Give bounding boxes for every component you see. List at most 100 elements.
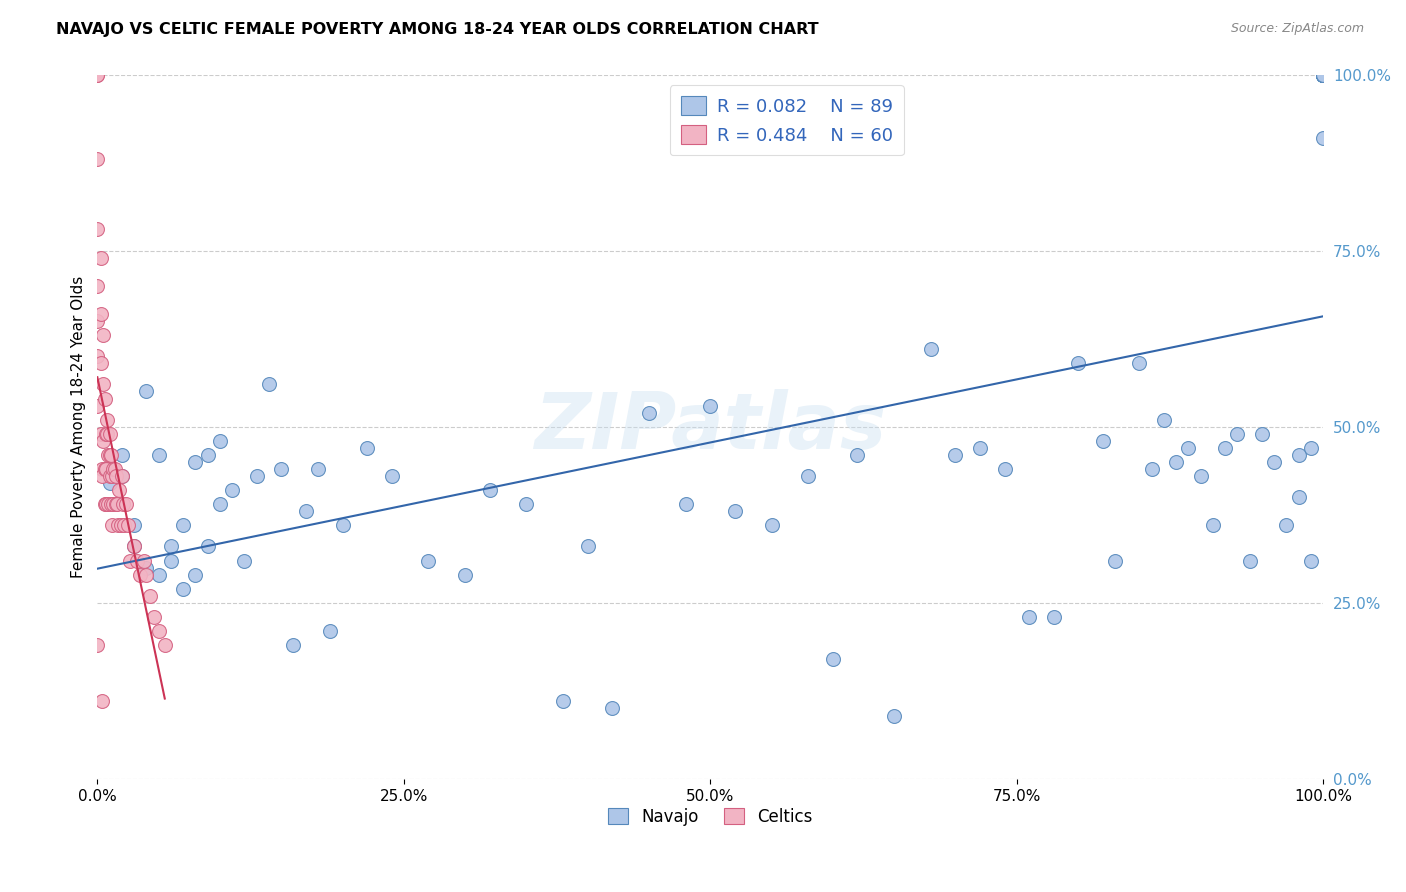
Point xyxy=(142,610,165,624)
Point xyxy=(100,497,122,511)
Point xyxy=(1166,455,1188,469)
Point xyxy=(797,469,820,483)
Point xyxy=(98,476,121,491)
Point xyxy=(208,497,231,511)
Point xyxy=(294,504,316,518)
Point xyxy=(111,448,134,462)
Point xyxy=(98,426,121,441)
Point xyxy=(172,518,194,533)
Point xyxy=(246,469,269,483)
Point xyxy=(96,426,118,441)
Point xyxy=(86,278,108,293)
Point xyxy=(172,582,194,596)
Point xyxy=(120,553,142,567)
Point xyxy=(1312,68,1334,82)
Point xyxy=(576,540,599,554)
Point xyxy=(97,497,120,511)
Point xyxy=(135,384,157,399)
Point xyxy=(101,518,124,533)
Point xyxy=(153,638,176,652)
Point xyxy=(104,497,127,511)
Point xyxy=(100,448,122,462)
Point xyxy=(117,518,139,533)
Point xyxy=(93,462,115,476)
Point xyxy=(112,497,135,511)
Point xyxy=(600,701,623,715)
Point xyxy=(90,307,112,321)
Point xyxy=(1239,553,1261,567)
Point xyxy=(97,448,120,462)
Point xyxy=(122,540,145,554)
Point xyxy=(945,448,967,462)
Point xyxy=(112,518,135,533)
Point xyxy=(1251,426,1274,441)
Point xyxy=(1312,68,1334,82)
Point xyxy=(1312,68,1334,82)
Point xyxy=(160,540,183,554)
Point xyxy=(148,448,170,462)
Point xyxy=(515,497,537,511)
Point xyxy=(418,553,440,567)
Point xyxy=(135,560,157,574)
Point xyxy=(638,406,661,420)
Point xyxy=(197,540,219,554)
Point xyxy=(103,497,125,511)
Point xyxy=(221,483,243,497)
Point xyxy=(103,462,125,476)
Point xyxy=(1299,441,1322,455)
Point xyxy=(91,694,114,708)
Point xyxy=(1153,412,1175,426)
Point xyxy=(1104,553,1126,567)
Point xyxy=(478,483,501,497)
Point xyxy=(1312,68,1334,82)
Point xyxy=(86,399,108,413)
Point xyxy=(1312,68,1334,82)
Point xyxy=(94,426,117,441)
Point xyxy=(86,68,108,82)
Point xyxy=(1312,68,1334,82)
Point xyxy=(821,652,844,666)
Point xyxy=(993,462,1015,476)
Point xyxy=(883,708,905,723)
Point xyxy=(233,553,256,567)
Point xyxy=(553,694,575,708)
Point xyxy=(846,448,869,462)
Point xyxy=(90,356,112,370)
Point xyxy=(90,251,112,265)
Point xyxy=(1140,462,1163,476)
Point xyxy=(1189,469,1212,483)
Point xyxy=(184,567,207,582)
Point xyxy=(1299,553,1322,567)
Point xyxy=(1067,356,1090,370)
Point xyxy=(101,469,124,483)
Point xyxy=(91,469,114,483)
Point xyxy=(107,518,129,533)
Point xyxy=(93,328,115,343)
Point xyxy=(1312,68,1334,82)
Point xyxy=(1018,610,1040,624)
Point xyxy=(148,624,170,638)
Point xyxy=(675,497,697,511)
Point xyxy=(1128,356,1150,370)
Point xyxy=(111,469,134,483)
Point xyxy=(724,504,747,518)
Point xyxy=(1312,68,1334,82)
Point xyxy=(122,518,145,533)
Point xyxy=(111,469,134,483)
Point xyxy=(1312,68,1334,82)
Point xyxy=(105,497,128,511)
Point xyxy=(86,349,108,363)
Point xyxy=(160,553,183,567)
Point xyxy=(1091,434,1114,448)
Point xyxy=(761,518,783,533)
Point xyxy=(98,462,121,476)
Point xyxy=(93,497,115,511)
Point xyxy=(132,553,155,567)
Point xyxy=(93,434,115,448)
Point xyxy=(1263,455,1285,469)
Point xyxy=(139,589,162,603)
Point xyxy=(1042,610,1064,624)
Point xyxy=(356,441,378,455)
Text: Source: ZipAtlas.com: Source: ZipAtlas.com xyxy=(1230,22,1364,36)
Point xyxy=(104,469,127,483)
